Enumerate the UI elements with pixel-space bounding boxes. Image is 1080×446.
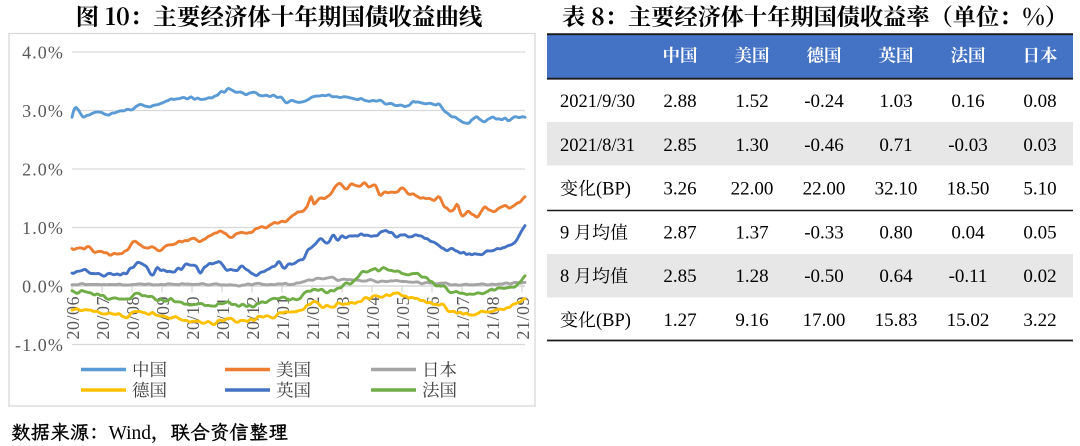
svg-text:20/09: 20/09	[153, 296, 173, 340]
svg-text:17.00: 17.00	[803, 310, 846, 331]
svg-text:Wind: Wind	[109, 423, 152, 444]
svg-text:9: 9	[560, 224, 569, 244]
svg-text:1.0%: 1.0%	[22, 218, 64, 238]
svg-text:21/08: 21/08	[483, 296, 503, 340]
svg-text:0.02: 0.02	[1023, 266, 1056, 287]
svg-text:-1.0%: -1.0%	[15, 335, 64, 355]
svg-text:2.85: 2.85	[663, 135, 696, 156]
svg-text:0.80: 0.80	[879, 223, 912, 244]
svg-text:-0.50: -0.50	[804, 266, 844, 287]
svg-text:-0.11: -0.11	[949, 266, 988, 287]
svg-text:21/04: 21/04	[363, 296, 383, 340]
svg-text:22.00: 22.00	[803, 179, 846, 200]
svg-text:2.88: 2.88	[663, 91, 696, 112]
svg-text:2.0%: 2.0%	[22, 159, 64, 179]
svg-text:1.37: 1.37	[735, 223, 768, 244]
svg-text:3.0%: 3.0%	[22, 101, 64, 121]
svg-text:21/03: 21/03	[333, 296, 353, 340]
svg-text:21/05: 21/05	[393, 296, 413, 340]
svg-text:3.22: 3.22	[1023, 310, 1056, 331]
svg-text:9.16: 9.16	[735, 310, 768, 331]
svg-text:1.27: 1.27	[663, 310, 696, 331]
svg-text:2.85: 2.85	[663, 266, 696, 287]
svg-text:21/09: 21/09	[513, 296, 533, 340]
svg-text:32.10: 32.10	[875, 179, 918, 200]
svg-text:4.0%: 4.0%	[22, 42, 64, 62]
svg-text:0.64: 0.64	[879, 266, 913, 287]
svg-text:20/07: 20/07	[93, 296, 113, 340]
svg-text:-0.03: -0.03	[948, 135, 988, 156]
svg-text:22.00: 22.00	[731, 179, 774, 200]
svg-text:-0.33: -0.33	[804, 223, 844, 244]
svg-text:21/07: 21/07	[453, 296, 473, 340]
svg-text:2.87: 2.87	[663, 223, 696, 244]
svg-text:0.03: 0.03	[1023, 135, 1056, 156]
svg-text:-0.46: -0.46	[804, 135, 844, 156]
svg-text:15.02: 15.02	[947, 310, 990, 331]
svg-text:15.83: 15.83	[875, 310, 918, 331]
svg-text:3.26: 3.26	[663, 179, 696, 200]
svg-text:(BP): (BP)	[596, 180, 631, 200]
svg-text:2021/8/31: 2021/8/31	[560, 136, 635, 156]
svg-text:21/01: 21/01	[273, 296, 293, 340]
svg-text:20/08: 20/08	[123, 296, 143, 340]
svg-text:-0.24: -0.24	[804, 91, 844, 112]
svg-text:0.08: 0.08	[1023, 91, 1056, 112]
svg-text:1.03: 1.03	[879, 91, 912, 112]
svg-text:0.71: 0.71	[879, 135, 912, 156]
svg-text:5.10: 5.10	[1023, 179, 1056, 200]
svg-text:0.05: 0.05	[1023, 223, 1056, 244]
svg-text:0.04: 0.04	[951, 223, 985, 244]
svg-text:1.28: 1.28	[735, 266, 768, 287]
svg-text:20/10: 20/10	[183, 296, 203, 340]
svg-text:18.50: 18.50	[947, 179, 990, 200]
svg-text:21/06: 21/06	[423, 296, 443, 340]
svg-text:2021/9/30: 2021/9/30	[560, 92, 635, 112]
svg-text:8: 8	[560, 267, 569, 287]
svg-text:20/11: 20/11	[213, 297, 233, 340]
svg-text:1.52: 1.52	[735, 91, 768, 112]
svg-text:1.30: 1.30	[735, 135, 768, 156]
svg-text:20/06: 20/06	[63, 296, 83, 340]
svg-text:(BP): (BP)	[596, 311, 631, 331]
svg-text:21/02: 21/02	[303, 296, 323, 340]
svg-text:0.0%: 0.0%	[22, 276, 64, 296]
svg-text:0.16: 0.16	[951, 91, 984, 112]
